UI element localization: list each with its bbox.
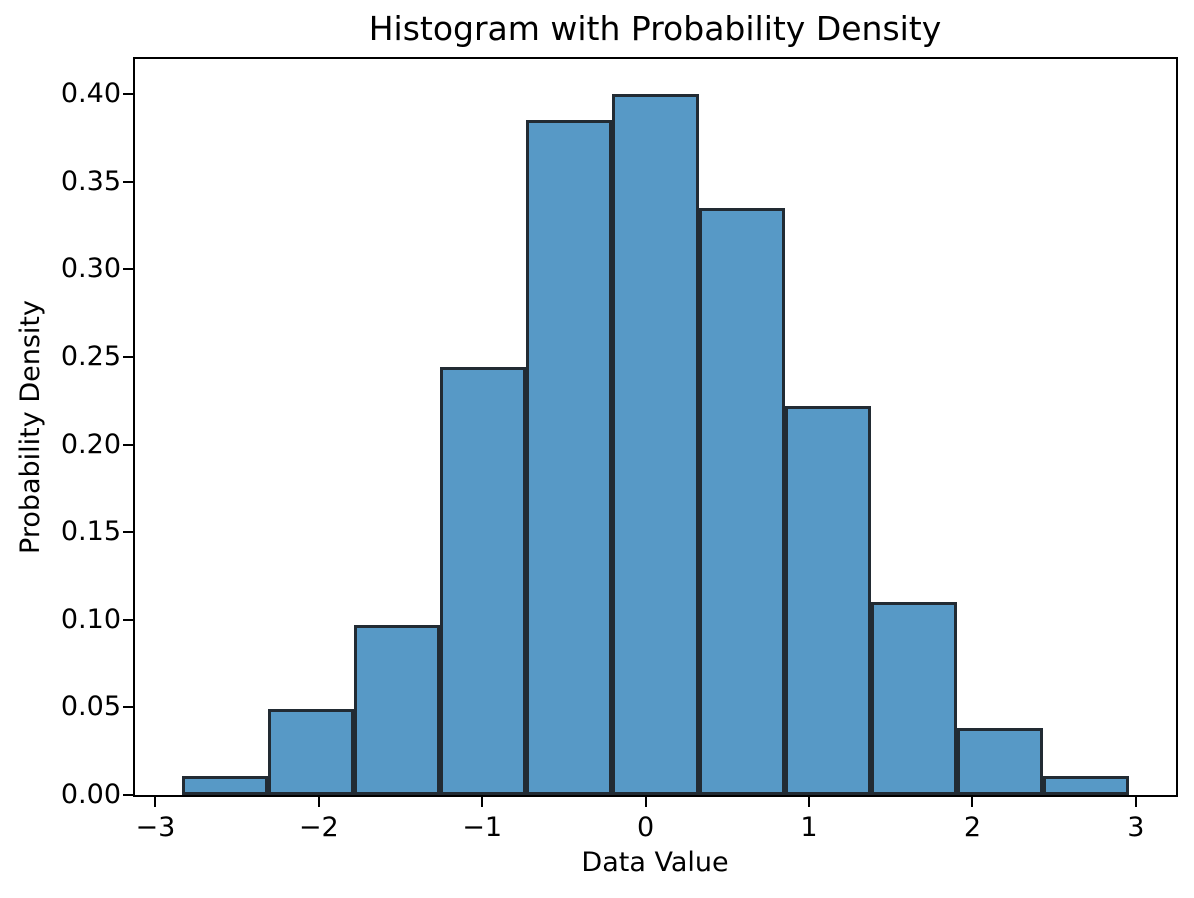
x-tick-mark bbox=[317, 797, 320, 807]
x-tick-mark bbox=[154, 797, 157, 807]
y-tick-mark bbox=[123, 355, 133, 358]
y-tick-label: 0.00 bbox=[60, 779, 121, 810]
x-tick-label: 1 bbox=[800, 812, 818, 843]
y-tick-label: 0.05 bbox=[60, 691, 121, 723]
histogram-bar bbox=[1042, 775, 1129, 795]
y-tick-label: 0.15 bbox=[60, 516, 121, 548]
histogram-bar bbox=[268, 709, 355, 795]
y-tick-label: 0.40 bbox=[60, 78, 121, 110]
histogram-bar bbox=[354, 625, 441, 795]
x-tick-label: −2 bbox=[298, 812, 339, 843]
x-tick-mark bbox=[808, 797, 810, 807]
histogram-bar bbox=[956, 728, 1043, 795]
y-tick-label: 0.10 bbox=[60, 603, 121, 635]
x-axis-label: Data Value bbox=[581, 847, 729, 878]
x-tick-mark bbox=[1134, 797, 1137, 807]
histogram-bar bbox=[612, 94, 699, 795]
histogram-bar bbox=[182, 775, 269, 795]
y-tick-mark bbox=[123, 93, 133, 96]
histogram-bar bbox=[784, 405, 871, 795]
x-tick-label: 2 bbox=[963, 812, 981, 843]
chart-title: Histogram with Probability Density bbox=[368, 9, 942, 48]
x-tick-label: 3 bbox=[1127, 812, 1145, 843]
x-tick-label: −3 bbox=[135, 812, 176, 843]
y-tick-mark bbox=[123, 180, 133, 183]
y-tick-label: 0.20 bbox=[60, 428, 121, 460]
plot-area bbox=[133, 57, 1178, 797]
x-tick-mark bbox=[971, 797, 974, 807]
y-axis-label: Probability Density bbox=[15, 300, 46, 554]
y-tick-label: 0.30 bbox=[60, 253, 121, 285]
y-tick-mark bbox=[123, 443, 133, 446]
x-tick-mark bbox=[644, 797, 647, 807]
x-tick-label: −1 bbox=[462, 812, 503, 843]
x-tick-mark bbox=[481, 797, 484, 807]
y-tick-label: 0.25 bbox=[60, 340, 121, 372]
histogram-bar bbox=[526, 120, 613, 795]
histogram-bar bbox=[698, 207, 785, 795]
y-tick-mark bbox=[123, 618, 133, 621]
y-tick-mark bbox=[123, 268, 133, 271]
histogram-bar bbox=[870, 602, 957, 795]
x-tick-label: 0 bbox=[637, 812, 655, 843]
y-tick-mark bbox=[123, 794, 133, 796]
histogram-bar bbox=[440, 367, 527, 795]
y-tick-mark bbox=[123, 706, 133, 709]
bars-layer bbox=[135, 59, 1176, 795]
y-tick-mark bbox=[123, 531, 133, 534]
y-tick-label: 0.35 bbox=[60, 165, 121, 197]
